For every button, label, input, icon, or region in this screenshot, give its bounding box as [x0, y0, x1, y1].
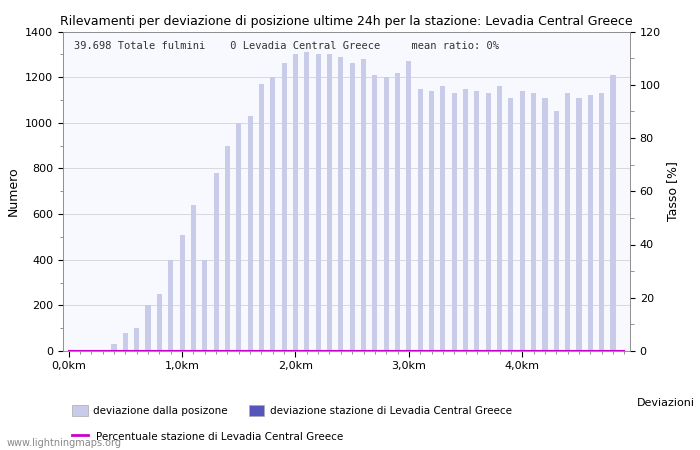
Bar — [475, 91, 480, 351]
Bar — [497, 86, 502, 351]
Bar — [463, 89, 468, 351]
Bar — [542, 98, 547, 351]
Y-axis label: Tasso [%]: Tasso [%] — [666, 161, 680, 221]
Bar — [281, 63, 287, 351]
Y-axis label: Numero: Numero — [6, 166, 20, 216]
Bar — [395, 72, 400, 351]
Bar — [146, 306, 150, 351]
Bar — [384, 77, 388, 351]
Bar — [304, 52, 309, 351]
Bar — [111, 344, 117, 351]
Title: Rilevamenti per deviazione di posizione ultime 24h per la stazione: Levadia Cent: Rilevamenti per deviazione di posizione … — [60, 14, 633, 27]
Bar — [179, 234, 185, 351]
Bar — [576, 98, 582, 351]
Bar — [610, 75, 615, 351]
Text: www.lightningmaps.org: www.lightningmaps.org — [7, 438, 122, 448]
Bar — [293, 54, 298, 351]
Bar — [259, 84, 264, 351]
Bar — [361, 59, 366, 351]
Bar — [599, 93, 604, 351]
Bar — [519, 91, 525, 351]
Bar — [554, 112, 559, 351]
Legend: Percentuale stazione di Levadia Central Greece: Percentuale stazione di Levadia Central … — [68, 427, 348, 446]
Bar — [372, 75, 377, 351]
Bar — [440, 86, 445, 351]
Text: Deviazioni: Deviazioni — [637, 398, 695, 408]
Bar — [191, 205, 196, 351]
Bar — [486, 93, 491, 351]
Bar — [349, 63, 355, 351]
Bar — [406, 61, 412, 351]
Bar — [270, 77, 275, 351]
Bar — [122, 333, 128, 351]
Bar — [134, 328, 139, 351]
Bar — [531, 93, 536, 351]
Text: 39.698 Totale fulmini    0 Levadia Central Greece     mean ratio: 0%: 39.698 Totale fulmini 0 Levadia Central … — [74, 41, 499, 51]
Bar — [429, 91, 434, 351]
Bar — [225, 146, 230, 351]
Bar — [316, 54, 321, 351]
Bar — [202, 260, 207, 351]
Bar — [157, 294, 162, 351]
Bar — [338, 57, 344, 351]
Bar — [214, 173, 218, 351]
Bar — [452, 93, 457, 351]
Bar — [588, 95, 593, 351]
Bar — [236, 123, 241, 351]
Bar — [565, 93, 570, 351]
Bar — [327, 54, 332, 351]
Bar — [248, 116, 253, 351]
Bar — [508, 98, 514, 351]
Bar — [168, 260, 174, 351]
Bar — [418, 89, 423, 351]
